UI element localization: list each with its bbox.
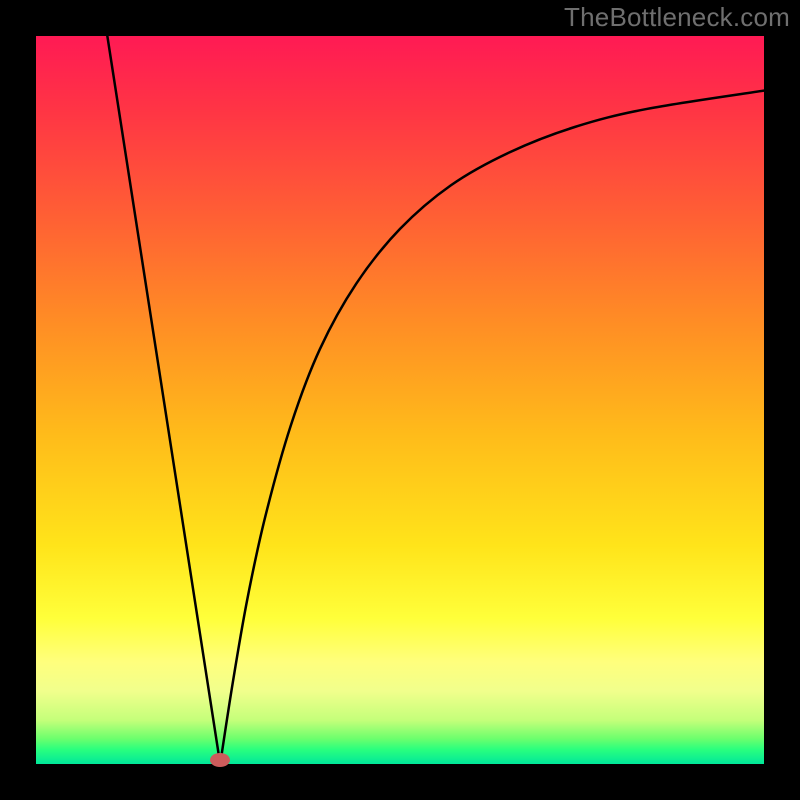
optimum-marker (210, 753, 230, 767)
bottleneck-curve (36, 36, 764, 764)
watermark-text: TheBottleneck.com (564, 2, 790, 33)
plot-area (36, 36, 764, 764)
